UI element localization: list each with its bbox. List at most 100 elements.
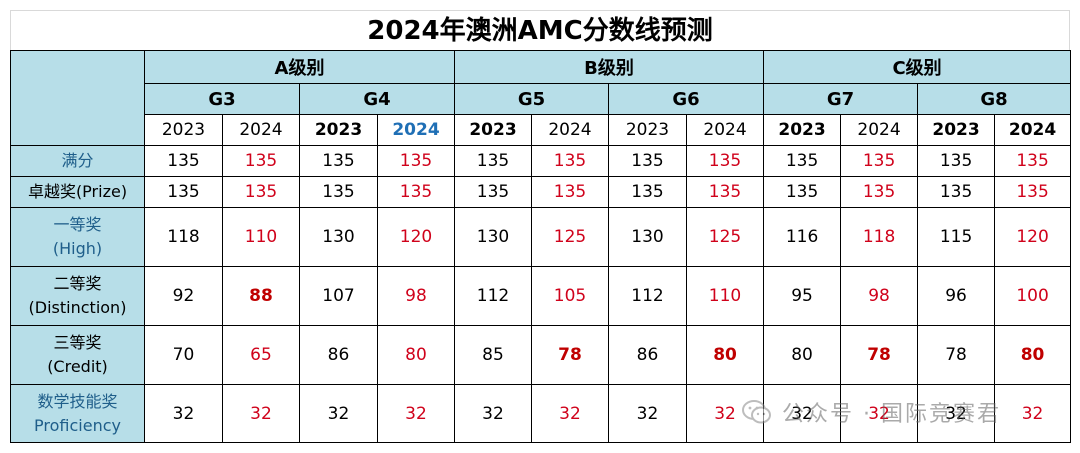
table-cell: 135 [299,176,378,208]
table-cell: 115 [917,207,996,267]
table-cell: 135 [608,145,687,177]
table-cell: 110 [685,266,765,326]
year-header: 2023 [763,114,842,146]
table-cell: 32 [763,384,842,443]
table-cell: 135 [299,145,378,177]
grade-header-g5: G5 [454,83,609,115]
level-c-header: C级别 [763,50,1072,84]
table-cell: 95 [763,266,842,326]
table-cell: 110 [222,207,300,267]
table-cell: 32 [917,384,996,443]
row-label: 满分 [10,145,145,177]
table-cell: 32 [840,384,919,443]
table-cell: 78 [840,325,919,385]
table-cell: 32 [608,384,687,443]
table-cell: 78 [917,325,996,385]
row-label: 数学技能奖 Proficiency [10,384,145,443]
row-label-text: 三等奖 [53,333,102,352]
year-header: 2023 [144,114,223,146]
table-cell: 125 [531,207,609,267]
table-cell: 130 [299,207,378,267]
table-cell: 118 [840,207,919,267]
grade-header-g6: G6 [607,83,765,115]
row-label-text: 一等奖 [53,215,102,234]
table-title: 2024年澳洲AMC分数线预测 [10,10,1070,50]
table-row-proficiency: 数学技能奖 Proficiency 32 32 32 32 32 32 32 32 32 32 32 3… [10,384,1072,443]
table-cell: 135 [685,145,765,177]
year-header: 2023 [299,114,378,146]
table-cell: 112 [608,266,687,326]
table-cell: 80 [377,325,455,385]
table-row-credit: 三等奖 (Credit) 70 65 86 80 85 78 86 80 80 78 78 80 [10,325,1072,385]
year-header: 2024 [222,114,300,146]
table-cell: 135 [377,176,455,208]
grade-header-g4: G4 [299,83,455,115]
level-b-header: B级别 [453,50,765,84]
table-cell: 32 [377,384,455,443]
table-cell: 65 [222,325,300,385]
table-cell: 105 [531,266,609,326]
table-cell: 86 [299,325,378,385]
table-cell: 135 [763,145,842,177]
amc-table-sheet: 2024年澳洲AMC分数线预测 A级别 B级别 C级别 G3 G4 G5 G6 … [10,0,1072,453]
table-cell: 135 [763,176,842,208]
table-cell: 32 [144,384,223,443]
table-cell: 70 [144,325,223,385]
row-label-subtext: Proficiency [34,415,121,435]
table-row-prize: 卓越奖(Prize) 135 135 135 135 135 135 135 135 135 13… [10,176,1072,208]
table-cell: 135 [144,176,223,208]
table-cell: 135 [917,145,996,177]
row-label: 一等奖 (High) [10,207,145,267]
table-cell: 32 [222,384,300,443]
table-cell: 80 [763,325,842,385]
year-header-row: 2023 2024 2023 2024 2023 2024 2023 2024 … [11,114,1072,146]
table-cell: 85 [454,325,532,385]
table-cell: 107 [299,266,378,326]
table-cell: 135 [454,176,532,208]
table-cell: 92 [144,266,223,326]
table-cell: 32 [454,384,532,443]
table-cell: 130 [608,207,687,267]
table-cell: 32 [685,384,765,443]
row-label-subtext: (Distinction) [28,298,127,317]
table-cell: 135 [994,176,1072,208]
level-a-header: A级别 [144,50,455,84]
table-cell: 120 [994,207,1072,267]
grade-header-row: G3 G4 G5 G6 G7 G8 [11,83,1072,115]
table-cell: 135 [144,145,223,177]
table-cell: 135 [454,145,532,177]
table-cell: 135 [608,176,687,208]
table-cell: 135 [222,176,300,208]
table-cell: 88 [222,266,300,326]
year-header: 2024 [994,114,1072,146]
table-cell: 118 [144,207,223,267]
table-cell: 135 [685,176,765,208]
year-header: 2023 [608,114,687,146]
table-cell: 135 [531,176,609,208]
year-header: 2023 [917,114,996,146]
table-cell: 78 [531,325,609,385]
table-row-distinction: 二等奖 (Distinction) 92 88 107 98 112 105 112 110 95… [10,266,1072,326]
table-cell: 130 [454,207,532,267]
score-table: A级别 B级别 C级别 G3 G4 G5 G6 G7 G8 2023 2024 … [10,50,1072,443]
year-header: 2024 [531,114,609,146]
year-header: 2024 [685,114,765,146]
level-header-row: A级别 B级别 C级别 [10,50,1072,146]
table-cell: 100 [994,266,1072,326]
table-cell: 135 [994,145,1072,177]
year-header: 2024 [377,114,455,146]
table-cell: 32 [994,384,1072,443]
year-header: 2024 [840,114,919,146]
table-cell: 80 [994,325,1072,385]
grade-header-g7: G7 [763,83,919,115]
table-row-high: 一等奖 (High) 118 110 130 120 130 125 130 125 116 118… [10,207,1072,267]
table-cell: 80 [685,325,765,385]
table-cell: 112 [454,266,532,326]
year-header: 2023 [454,114,532,146]
row-label-subtext: (Credit) [47,357,108,376]
table-cell: 32 [531,384,609,443]
row-label-text: 二等奖 [53,274,102,293]
table-cell: 86 [608,325,687,385]
grade-header-g3: G3 [144,83,300,115]
row-label: 三等奖 (Credit) [10,325,145,385]
